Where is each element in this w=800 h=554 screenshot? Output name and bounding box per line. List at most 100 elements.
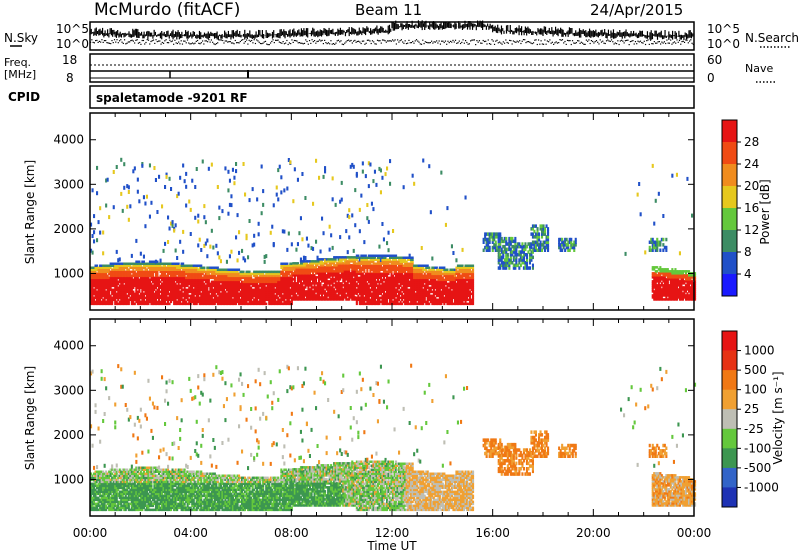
data-cell xyxy=(373,268,376,271)
data-cell xyxy=(308,290,311,293)
data-cell xyxy=(139,268,142,271)
data-cell xyxy=(363,302,366,306)
noise-search-trace xyxy=(646,40,648,42)
data-cell xyxy=(121,284,124,288)
data-cell xyxy=(245,290,248,294)
data-cell xyxy=(138,294,141,298)
noise-search-trace xyxy=(316,40,318,43)
data-cell xyxy=(239,270,242,274)
data-cell xyxy=(93,268,96,271)
data-cell xyxy=(192,296,195,300)
data-cell xyxy=(233,288,236,292)
data-cell xyxy=(117,266,120,269)
data-cell xyxy=(316,264,319,267)
data-cell xyxy=(269,276,272,280)
data-cell xyxy=(328,286,331,289)
data-cell xyxy=(376,294,379,298)
data-cell xyxy=(153,270,156,274)
data-cell xyxy=(174,296,177,300)
data-cell xyxy=(230,300,233,304)
data-cell xyxy=(156,290,159,294)
data-cell xyxy=(154,286,157,290)
data-cell xyxy=(218,268,221,271)
noise-search-trace xyxy=(458,40,460,42)
data-cell xyxy=(381,278,384,282)
data-cell xyxy=(233,300,236,304)
data-cell xyxy=(254,278,257,282)
data-cell xyxy=(263,286,266,290)
data-cell xyxy=(361,302,364,306)
data-cell xyxy=(167,262,170,265)
data-cell xyxy=(124,284,127,288)
data-cell xyxy=(316,255,319,260)
noise-search-trace xyxy=(492,40,494,42)
data-cell xyxy=(245,298,248,302)
data-cell xyxy=(150,286,153,290)
data-cell xyxy=(183,294,186,298)
data-cell xyxy=(379,276,382,280)
data-cell xyxy=(251,282,254,286)
data-cell xyxy=(188,290,191,294)
data-cell xyxy=(177,290,180,294)
data-cell xyxy=(136,294,139,298)
data-cell xyxy=(103,296,106,300)
data-cell xyxy=(284,264,287,267)
data-cell xyxy=(262,290,265,294)
data-cell xyxy=(121,288,124,292)
data-cell xyxy=(348,258,351,261)
data-cell xyxy=(108,292,111,296)
data-cell xyxy=(298,274,301,277)
data-cell xyxy=(259,294,262,298)
data-cell xyxy=(345,268,348,271)
data-cell xyxy=(212,288,215,292)
data-cell xyxy=(111,268,114,271)
noise-search-trace xyxy=(147,39,150,41)
data-cell xyxy=(345,262,348,265)
data-cell xyxy=(292,288,295,291)
data-cell xyxy=(361,268,364,271)
data-cell xyxy=(188,298,191,302)
data-cell xyxy=(133,266,136,269)
data-cell xyxy=(375,266,378,269)
data-cell xyxy=(206,286,209,290)
data-cell xyxy=(207,278,210,282)
data-cell xyxy=(177,296,180,300)
data-cell xyxy=(312,272,315,275)
data-cell xyxy=(112,298,115,302)
data-cell xyxy=(355,262,358,265)
data-cell xyxy=(179,276,182,280)
data-cell xyxy=(168,276,171,280)
data-cell xyxy=(348,294,351,297)
data-cell xyxy=(318,290,321,293)
data-cell xyxy=(349,296,352,299)
data-cell xyxy=(289,278,292,282)
noise-search-trace xyxy=(146,39,148,41)
data-cell xyxy=(322,174,325,179)
data-cell xyxy=(114,286,117,290)
data-cell xyxy=(308,274,311,277)
noise-search-trace xyxy=(390,40,392,42)
data-cell xyxy=(269,286,272,290)
noise-search-trace xyxy=(569,40,571,42)
data-cell xyxy=(173,298,176,302)
data-cell xyxy=(179,286,182,290)
data-cell xyxy=(94,270,97,274)
data-cell xyxy=(186,296,189,300)
data-cell xyxy=(262,276,265,280)
data-cell xyxy=(186,280,189,284)
data-cell xyxy=(289,280,292,284)
data-cell xyxy=(378,166,381,171)
data-cell xyxy=(272,286,275,290)
data-cell xyxy=(207,266,210,269)
data-cell xyxy=(327,292,330,295)
data-cell xyxy=(212,298,215,302)
data-cell xyxy=(213,302,216,306)
data-cell xyxy=(302,266,305,269)
noise-search-trace xyxy=(657,41,659,43)
data-cell xyxy=(355,173,358,178)
data-cell xyxy=(183,276,186,280)
noise-search-trace xyxy=(448,42,450,44)
data-cell xyxy=(348,276,351,279)
data-cell xyxy=(164,286,167,290)
data-cell xyxy=(100,268,103,271)
